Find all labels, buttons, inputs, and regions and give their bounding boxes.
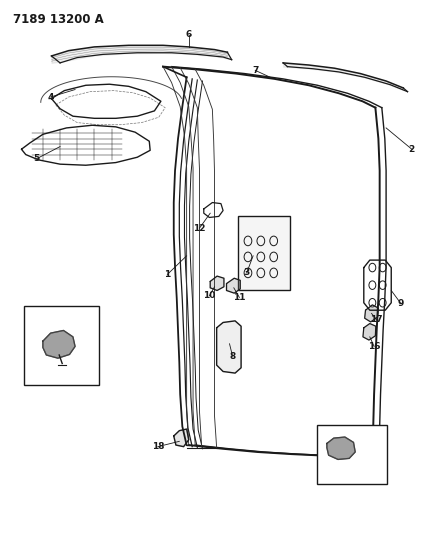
Text: 3: 3 [244, 269, 250, 277]
FancyBboxPatch shape [24, 306, 99, 385]
FancyBboxPatch shape [317, 425, 387, 484]
Text: 7: 7 [252, 66, 258, 75]
Text: 4: 4 [48, 93, 54, 101]
Text: 1: 1 [164, 270, 170, 279]
Text: 13: 13 [328, 425, 341, 433]
Polygon shape [327, 437, 355, 459]
Text: 2: 2 [409, 145, 415, 154]
Text: 17: 17 [370, 316, 383, 324]
Text: 10: 10 [203, 292, 215, 300]
Text: 6: 6 [186, 30, 192, 39]
Text: 9: 9 [398, 300, 404, 308]
Polygon shape [43, 330, 75, 358]
Text: 14: 14 [69, 365, 82, 373]
Polygon shape [363, 324, 376, 340]
Text: 8: 8 [230, 352, 236, 360]
Polygon shape [217, 321, 241, 373]
Text: 12: 12 [193, 224, 206, 232]
Text: 11: 11 [233, 293, 246, 302]
FancyBboxPatch shape [238, 216, 290, 290]
Polygon shape [174, 429, 189, 447]
Text: 5: 5 [33, 155, 39, 163]
Text: 7189 13200 A: 7189 13200 A [13, 13, 104, 26]
Text: 16: 16 [368, 342, 381, 351]
Polygon shape [227, 278, 240, 293]
Text: 15: 15 [57, 329, 70, 337]
Polygon shape [210, 276, 224, 290]
Text: 18: 18 [151, 442, 164, 451]
Polygon shape [365, 305, 378, 322]
